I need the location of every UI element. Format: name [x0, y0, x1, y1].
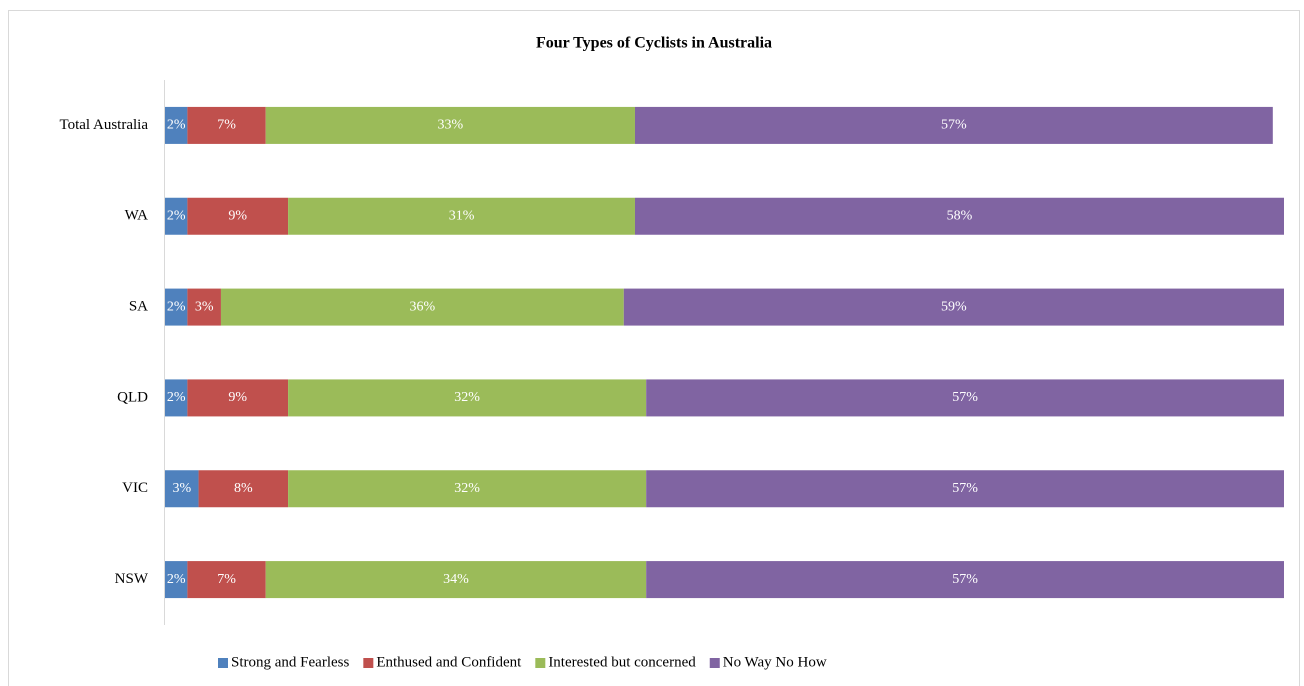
bar-segment — [288, 470, 647, 508]
bar-segment — [165, 470, 199, 508]
data-label: 2% — [167, 208, 186, 223]
data-label: 34% — [443, 572, 469, 587]
bar-segment — [646, 561, 1284, 599]
y-tick-label: Total Australia — [59, 117, 148, 133]
bar-segment — [165, 561, 188, 599]
bar-segment — [623, 288, 1284, 326]
data-label: 2% — [167, 390, 186, 405]
data-label: 7% — [217, 572, 236, 587]
bar-segment — [198, 470, 289, 508]
y-tick-label: QLD — [117, 389, 148, 405]
legend-swatch — [535, 658, 546, 668]
y-tick-label: NSW — [115, 571, 149, 587]
bar-segment — [646, 379, 1284, 417]
bar-segment — [220, 288, 624, 326]
data-label: 2% — [167, 572, 186, 587]
data-label: 57% — [952, 390, 978, 405]
data-label: 3% — [195, 299, 214, 314]
bar-segment — [265, 106, 635, 144]
y-tick-label: SA — [129, 299, 148, 315]
legend-label: Enthused and Confident — [376, 654, 522, 670]
bar-segment — [646, 470, 1284, 508]
y-tick-label: VIC — [122, 480, 148, 496]
bar-segment — [187, 288, 221, 326]
bar-segment — [165, 379, 188, 417]
legend-label: Strong and Fearless — [231, 654, 349, 670]
data-label: 9% — [228, 390, 247, 405]
bar-segment — [265, 561, 647, 599]
bar-segment — [165, 106, 188, 144]
data-label: 3% — [172, 481, 191, 496]
data-label: 9% — [228, 208, 247, 223]
bar-segment — [187, 561, 266, 599]
data-label: 2% — [167, 299, 186, 314]
bar-segment — [634, 106, 1273, 144]
data-label: 31% — [449, 208, 475, 223]
bar-segment — [165, 197, 188, 235]
legend-swatch — [218, 658, 228, 668]
data-label: 58% — [947, 208, 973, 223]
chart-title: Four Types of Cyclists in Australia — [536, 35, 772, 52]
data-label: 57% — [941, 118, 967, 133]
bar-segment — [187, 379, 289, 417]
legend-swatch — [363, 658, 374, 668]
bar-segment — [187, 197, 289, 235]
bar-segment — [288, 379, 647, 417]
data-label: 8% — [234, 481, 253, 496]
bar-segment — [165, 288, 188, 326]
data-label: 33% — [438, 118, 464, 133]
data-label: 57% — [952, 572, 978, 587]
y-tick-label: WA — [125, 208, 148, 224]
data-label: 36% — [410, 299, 436, 314]
data-label: 32% — [454, 390, 480, 405]
data-label: 57% — [952, 481, 978, 496]
data-label: 32% — [454, 481, 480, 496]
legend-swatch — [709, 658, 720, 668]
data-label: 7% — [217, 118, 236, 133]
bar-segment — [288, 197, 635, 235]
bar-segment — [187, 106, 266, 144]
data-label: 59% — [941, 299, 967, 314]
legend-label: Interested but concerned — [548, 654, 696, 670]
data-label: 2% — [167, 118, 186, 133]
legend-label: No Way No How — [723, 654, 827, 670]
bar-segment — [634, 197, 1284, 235]
